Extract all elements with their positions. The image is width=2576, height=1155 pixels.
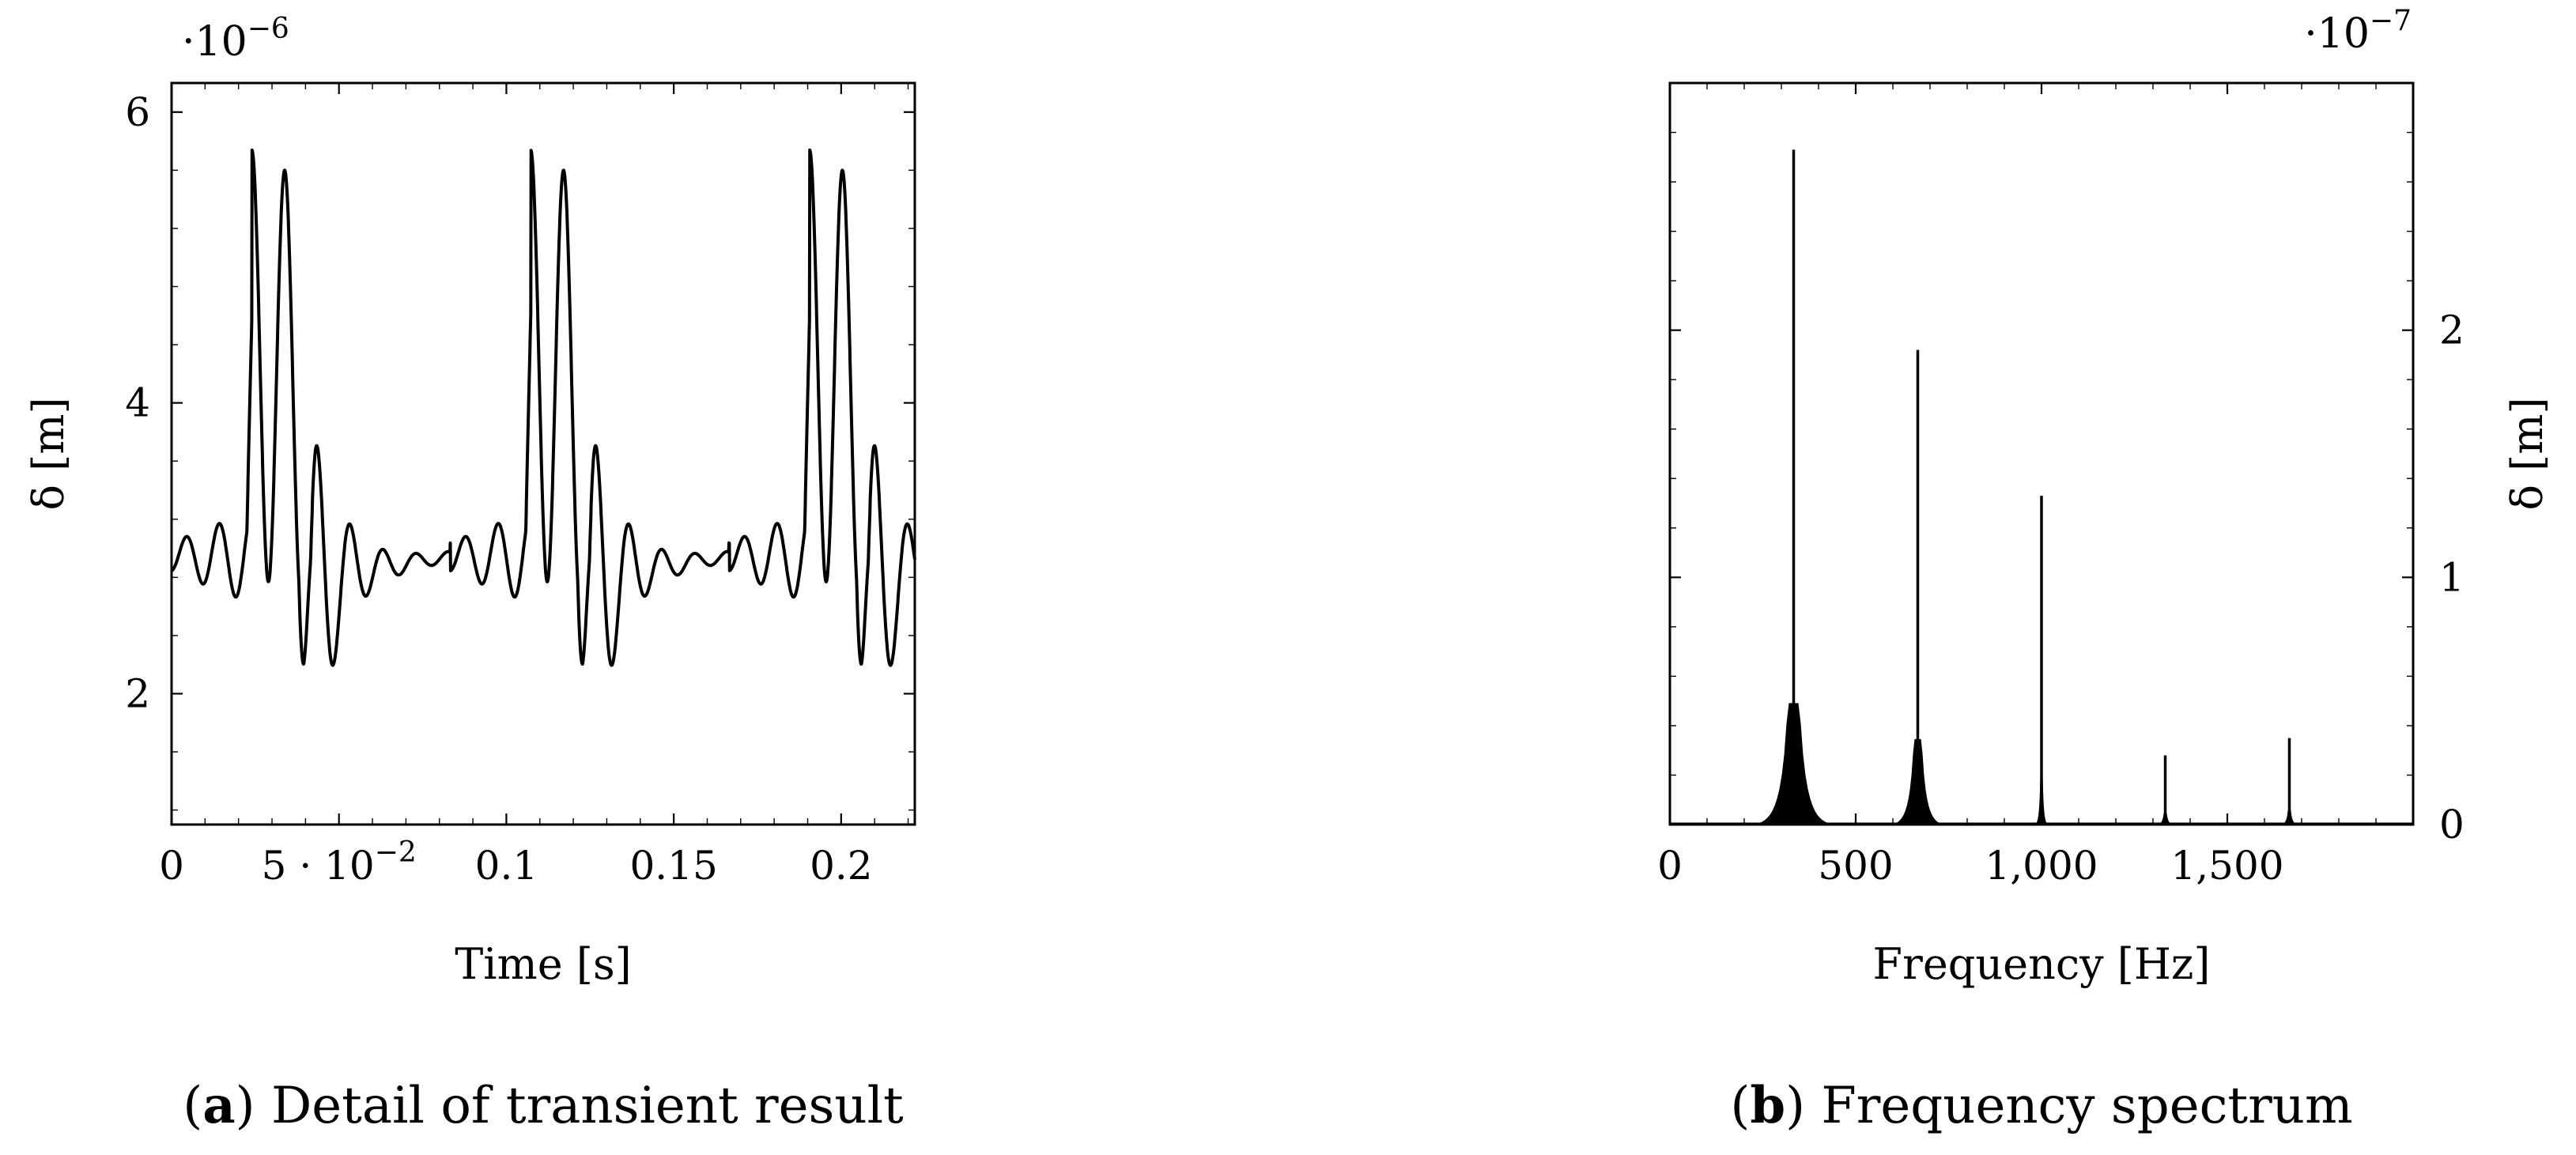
x-tick-label: 1,000 (1985, 843, 2098, 889)
transient-y-axis-label: δ [m] (24, 397, 74, 510)
x-tick-label: 1,500 (2170, 843, 2283, 889)
caption-a: (a) Detail of transient result (183, 1076, 904, 1135)
x-tick-label: 0.1 (475, 843, 538, 889)
transient-plot-frame (170, 81, 916, 826)
spectrum-y-axis-label: δ [m] (2502, 397, 2552, 510)
x-tick-label: 0.15 (629, 843, 717, 889)
x-tick-label: 5 · 10−2 (262, 836, 417, 889)
spectrum-y-multiplier: ·10−7 (2304, 5, 2412, 58)
caption-b: (b) Frequency spectrum (1730, 1076, 2352, 1135)
spectrum-plot-frame (1668, 81, 2415, 826)
transient-chart: 0 5 · 10−2 0.1 0.15 0.2 2 4 6 ·10−6 Time [s] δ … (24, 13, 916, 1135)
x-tick-label: 0.2 (810, 843, 873, 889)
x-tick-label: 500 (1818, 843, 1893, 889)
transient-curve (170, 148, 916, 667)
spectrum-x-axis-label: Frequency [Hz] (1873, 939, 2211, 989)
x-tick-label: 0 (159, 843, 184, 889)
y-tick-label: 2 (2439, 308, 2465, 353)
y-tick-label: 2 (125, 670, 150, 716)
transient-x-axis-label: Time [s] (455, 939, 631, 989)
y-tick-label: 6 (125, 89, 150, 135)
y-tick-label: 4 (125, 380, 150, 426)
y-tick-label: 0 (2439, 802, 2465, 847)
transient-y-multiplier: ·10−6 (182, 13, 289, 66)
x-tick-label: 0 (1657, 843, 1683, 889)
spectrum-chart: 0 500 1,000 1,500 0 1 2 ·10−7 Frequency [Hz] δ… (1657, 5, 2552, 1135)
y-tick-label: 1 (2439, 554, 2465, 600)
